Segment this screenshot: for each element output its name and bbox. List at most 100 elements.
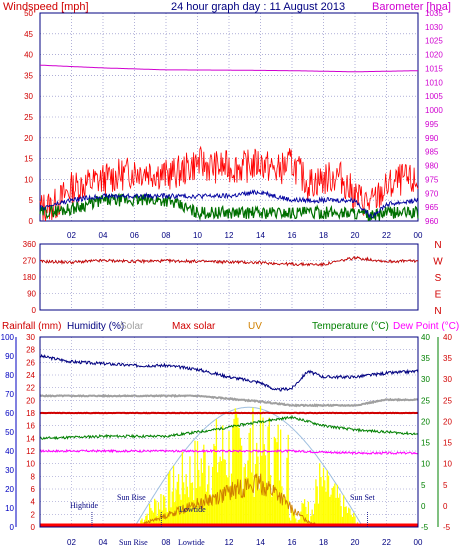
windspeed-average-line <box>39 192 419 222</box>
rainfall-tick-label: 30 <box>26 333 35 342</box>
x-tick-label: 00 <box>414 538 423 547</box>
annotation-sunrise-axis: Sun Rise <box>119 538 148 547</box>
x-tick-label: 00 <box>414 231 423 240</box>
temperature-tick-label: 30 <box>421 375 430 384</box>
x-tick-label: 08 <box>162 231 171 240</box>
annotation-hightide: Hightide <box>70 501 98 510</box>
compass-label: E <box>435 290 442 301</box>
humidity-tick-label: 80 <box>5 371 14 380</box>
windspeed-barometer-panel: 0510152025303540455096096597097598098599… <box>24 9 443 240</box>
humidity-tick-label: 40 <box>5 447 14 456</box>
windspeed-title: Windspeed [mph] <box>3 1 89 13</box>
x-tick-label: 12 <box>225 231 234 240</box>
y-tick-label: 0 <box>32 306 37 315</box>
rainfall-tick-label: 2 <box>31 510 36 519</box>
uv-line <box>134 473 324 528</box>
rainfall-tick-label: 8 <box>31 472 36 481</box>
x-tick-label: 06 <box>130 231 139 240</box>
dewpoint-tick-label: 30 <box>443 375 452 384</box>
y-tick-label: 5 <box>29 196 34 205</box>
rainfall-tick-label: 14 <box>26 434 35 443</box>
dewpoint-tick-label: 40 <box>443 333 452 342</box>
rainfall-tick-label: 18 <box>26 409 35 418</box>
chart-title: 24 hour graph day : 11 August 2013 <box>171 1 345 13</box>
y-tick-label: 30 <box>24 92 33 101</box>
y2-tick-label: 1035 <box>425 9 443 18</box>
legend-uv: UV <box>248 321 262 332</box>
solar-temperature-panel: 0102030405060708090100024681012141618202… <box>1 333 453 547</box>
temperature-tick-label: 0 <box>421 502 426 511</box>
annotation-lowtide-axis: Lowtide <box>178 538 205 547</box>
legend-temperature: Temperature (°C) <box>312 321 389 332</box>
y2-tick-label: 990 <box>425 134 439 143</box>
compass-label: N <box>434 306 441 317</box>
rainfall-tick-label: 26 <box>26 358 35 367</box>
humidity-tick-label: 20 <box>5 485 14 494</box>
humidity-tick-label: 70 <box>5 390 14 399</box>
annotation-sunset: Sun Set <box>350 493 375 502</box>
y2-tick-label: 975 <box>425 175 439 184</box>
legend-rainfall: Rainfall (mm) <box>2 321 61 332</box>
x-tick-label: 22 <box>382 538 391 547</box>
rainfall-tick-label: 4 <box>31 498 36 507</box>
barometer-line <box>39 64 418 73</box>
legend-max-solar: Max solar <box>172 321 216 332</box>
chart-text-layer: Windspeed [mph] 24 hour graph day : 11 A… <box>2 1 459 547</box>
y-tick-label: 15 <box>24 155 33 164</box>
plot-frame <box>39 243 419 311</box>
annotation-lowtide: Lowtide <box>179 505 206 514</box>
dewpoint-tick-label: 10 <box>443 460 452 469</box>
y-tick-label: 0 <box>29 217 34 226</box>
x-tick-label: 14 <box>256 538 265 547</box>
temperature-tick-label: 25 <box>421 396 430 405</box>
y2-tick-label: 1030 <box>425 23 443 32</box>
rainfall-tick-label: 24 <box>26 371 35 380</box>
temperature-tick-label: 20 <box>421 417 430 426</box>
y2-tick-label: 1000 <box>425 106 443 115</box>
x-tick-label: 04 <box>99 538 108 547</box>
x-tick-label: 02 <box>67 538 76 547</box>
dewpoint-tick-label: 15 <box>443 439 452 448</box>
max-solar-curve <box>134 406 364 528</box>
x-tick-label: 02 <box>67 231 76 240</box>
y2-tick-label: 980 <box>425 162 439 171</box>
dew-point-line <box>39 448 419 456</box>
x-tick-label: 20 <box>351 231 360 240</box>
temperature-tick-label: 15 <box>421 439 430 448</box>
humidity-line <box>39 353 419 392</box>
y2-tick-label: 1010 <box>425 78 443 87</box>
temperature-tick-label: 5 <box>421 481 426 490</box>
dewpoint-tick-label: 20 <box>443 417 452 426</box>
x-tick-label: 18 <box>319 538 328 547</box>
y-tick-label: 50 <box>24 9 33 18</box>
compass-label: N <box>434 240 441 251</box>
y-tick-label: 40 <box>24 51 33 60</box>
compass-label: S <box>435 273 442 284</box>
annotation-sunrise: Sun Rise <box>117 493 146 502</box>
temperature-tick-label: 35 <box>421 354 430 363</box>
y2-tick-label: 960 <box>425 217 439 226</box>
dewpoint-tick-label: -5 <box>443 523 451 532</box>
rainfall-tick-label: 22 <box>26 384 35 393</box>
y-tick-label: 20 <box>24 134 33 143</box>
x-tick-label: 20 <box>351 538 360 547</box>
y2-tick-label: 965 <box>425 203 439 212</box>
rainfall-tick-label: 20 <box>26 396 35 405</box>
rainfall-tick-label: 12 <box>26 447 35 456</box>
humidity-tick-label: 10 <box>5 504 14 513</box>
x-tick-label: 14 <box>256 231 265 240</box>
x-tick-label: 22 <box>382 231 391 240</box>
temperature-tick-label: 10 <box>421 460 430 469</box>
dewpoint-tick-label: 5 <box>443 481 448 490</box>
humidity-tick-label: 60 <box>5 409 14 418</box>
solar-bars <box>140 405 359 527</box>
y2-tick-label: 970 <box>425 189 439 198</box>
compass-label: W <box>433 257 443 268</box>
humidity-tick-label: 0 <box>10 523 15 532</box>
x-tick-label: 12 <box>225 538 234 547</box>
y2-tick-label: 1020 <box>425 51 443 60</box>
humidity-tick-label: 30 <box>5 466 14 475</box>
plot-frame <box>39 12 419 222</box>
